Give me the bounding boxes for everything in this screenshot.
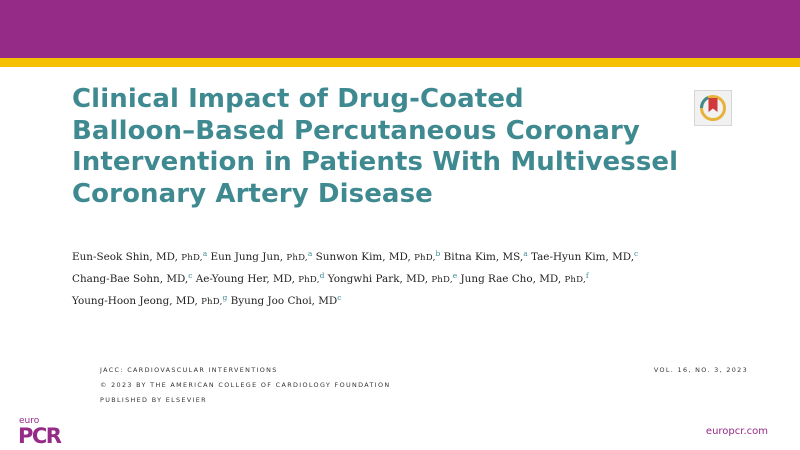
title-line: Intervention in Patients With Multivesse… — [72, 147, 679, 177]
copyright-line: © 2023 BY THE AMERICAN COLLEGE OF CARDIO… — [100, 381, 391, 389]
author-list: Eun-Seok Shin, MD, PhD,a Eun Jung Jun, P… — [72, 247, 752, 313]
author: Eun-Seok Shin, MD, PhD,a — [72, 249, 208, 263]
author: Ae-Young Her, MD, PhD,d — [195, 271, 325, 285]
title-line: Balloon–Based Percutaneous Coronary — [72, 115, 640, 146]
logo-pcr-text: PCR — [18, 424, 62, 448]
journal-name: JACC: CARDIOVASCULAR INTERVENTIONS — [100, 366, 278, 374]
author: Bitna Kim, MS,a — [443, 249, 528, 263]
author: Eun Jung Jun, PhD,a — [210, 249, 313, 263]
author: Chang-Bae Sohn, MD,c — [72, 271, 193, 285]
title-line: Clinical Impact of Drug-Coated — [72, 84, 524, 114]
site-url[interactable]: europcr.com — [705, 426, 768, 437]
author: Tae-Hyun Kim, MD,c — [530, 249, 639, 263]
title-line: Coronary Artery Disease — [72, 178, 433, 209]
crossmark-glyph — [699, 95, 726, 121]
crossmark-update-icon[interactable] — [694, 90, 732, 126]
journal-meta: JACC: CARDIOVASCULAR INTERVENTIONS © 202… — [100, 363, 391, 408]
author: Byung Joo Choi, MDc — [230, 293, 342, 307]
author-line: Eun-Seok Shin, MD, PhD,a Eun Jung Jun, P… — [72, 247, 752, 269]
author: Sunwon Kim, MD, PhD,b — [315, 249, 441, 263]
publisher-line: PUBLISHED BY ELSEVIER — [100, 396, 207, 404]
author: Jung Rae Cho, MD, PhD,f — [460, 271, 589, 285]
author: Young-Hoon Jeong, MD, PhD,g — [72, 293, 228, 307]
header-band — [0, 0, 800, 58]
header-stripe — [0, 58, 800, 67]
author-line: Chang-Bae Sohn, MD,c Ae-Young Her, MD, P… — [72, 269, 752, 291]
volume-issue: VOL. 16, NO. 3, 2023 — [653, 366, 748, 374]
europcr-logo: euro PCR — [18, 416, 88, 448]
author: Yongwhi Park, MD, PhD,e — [327, 271, 458, 285]
logo-euro-text: euro — [19, 416, 40, 426]
author-line: Young-Hoon Jeong, MD, PhD,g Byung Joo Ch… — [72, 291, 752, 313]
article-title: Clinical Impact of Drug-Coated Balloon–B… — [72, 84, 692, 210]
